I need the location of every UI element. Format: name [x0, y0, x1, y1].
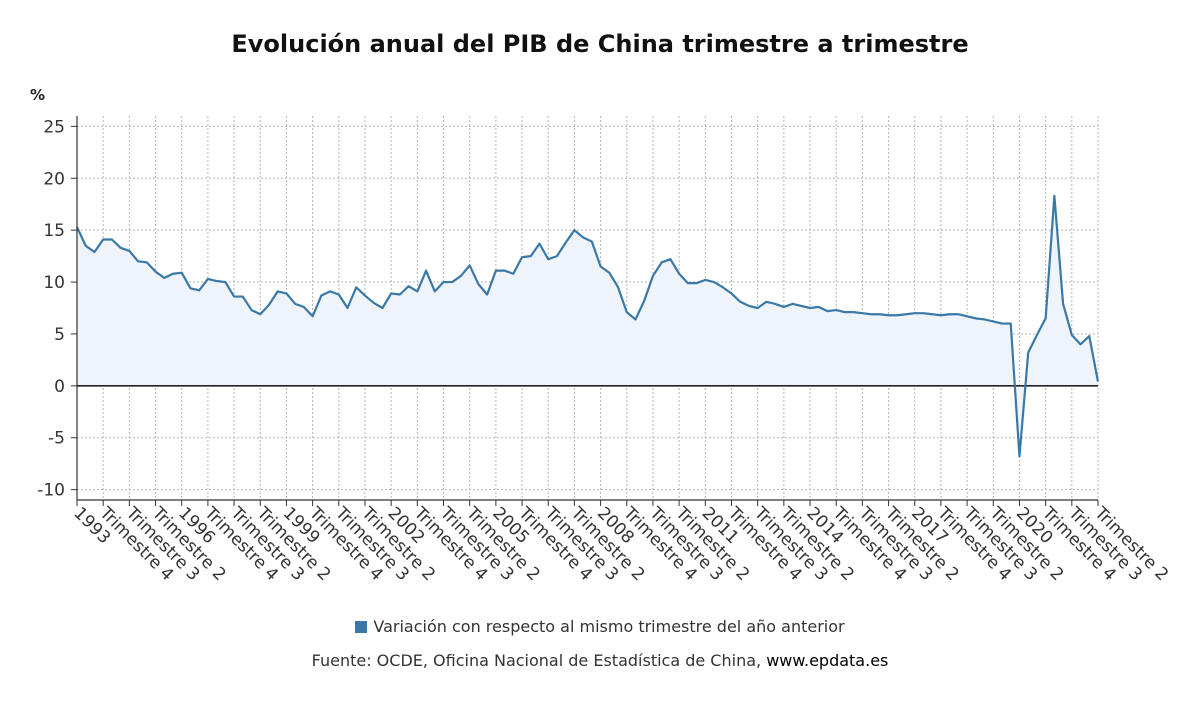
- series-line: [76, 194, 1100, 458]
- source-prefix: Fuente: OCDE, Oficina Nacional de Estadí…: [311, 651, 762, 670]
- y-tick-label: 5: [54, 325, 65, 345]
- y-tick-label: -10: [37, 481, 65, 501]
- y-tick-label: -5: [48, 429, 65, 449]
- legend[interactable]: Variación con respecto al mismo trimestr…: [0, 617, 1200, 636]
- source-site-link[interactable]: www.epdata.es: [766, 651, 889, 670]
- legend-label: Variación con respecto al mismo trimestr…: [373, 617, 845, 636]
- y-tick-label: 15: [43, 221, 65, 241]
- legend-swatch: [355, 621, 368, 633]
- series-area-fill: [77, 195, 1098, 457]
- y-tick-label: 0: [54, 377, 65, 397]
- y-tick-label: 10: [43, 273, 65, 293]
- y-axis-ticks: 25 20 15 10 5 0 -5 -10: [37, 117, 77, 501]
- y-tick-label: 25: [43, 117, 65, 137]
- y-tick-label: 20: [43, 169, 65, 189]
- y-axis-label: %: [30, 86, 45, 104]
- chart-title: Evolución anual del PIB de China trimest…: [231, 30, 969, 58]
- source-note: Fuente: OCDE, Oficina Nacional de Estadí…: [0, 651, 1200, 670]
